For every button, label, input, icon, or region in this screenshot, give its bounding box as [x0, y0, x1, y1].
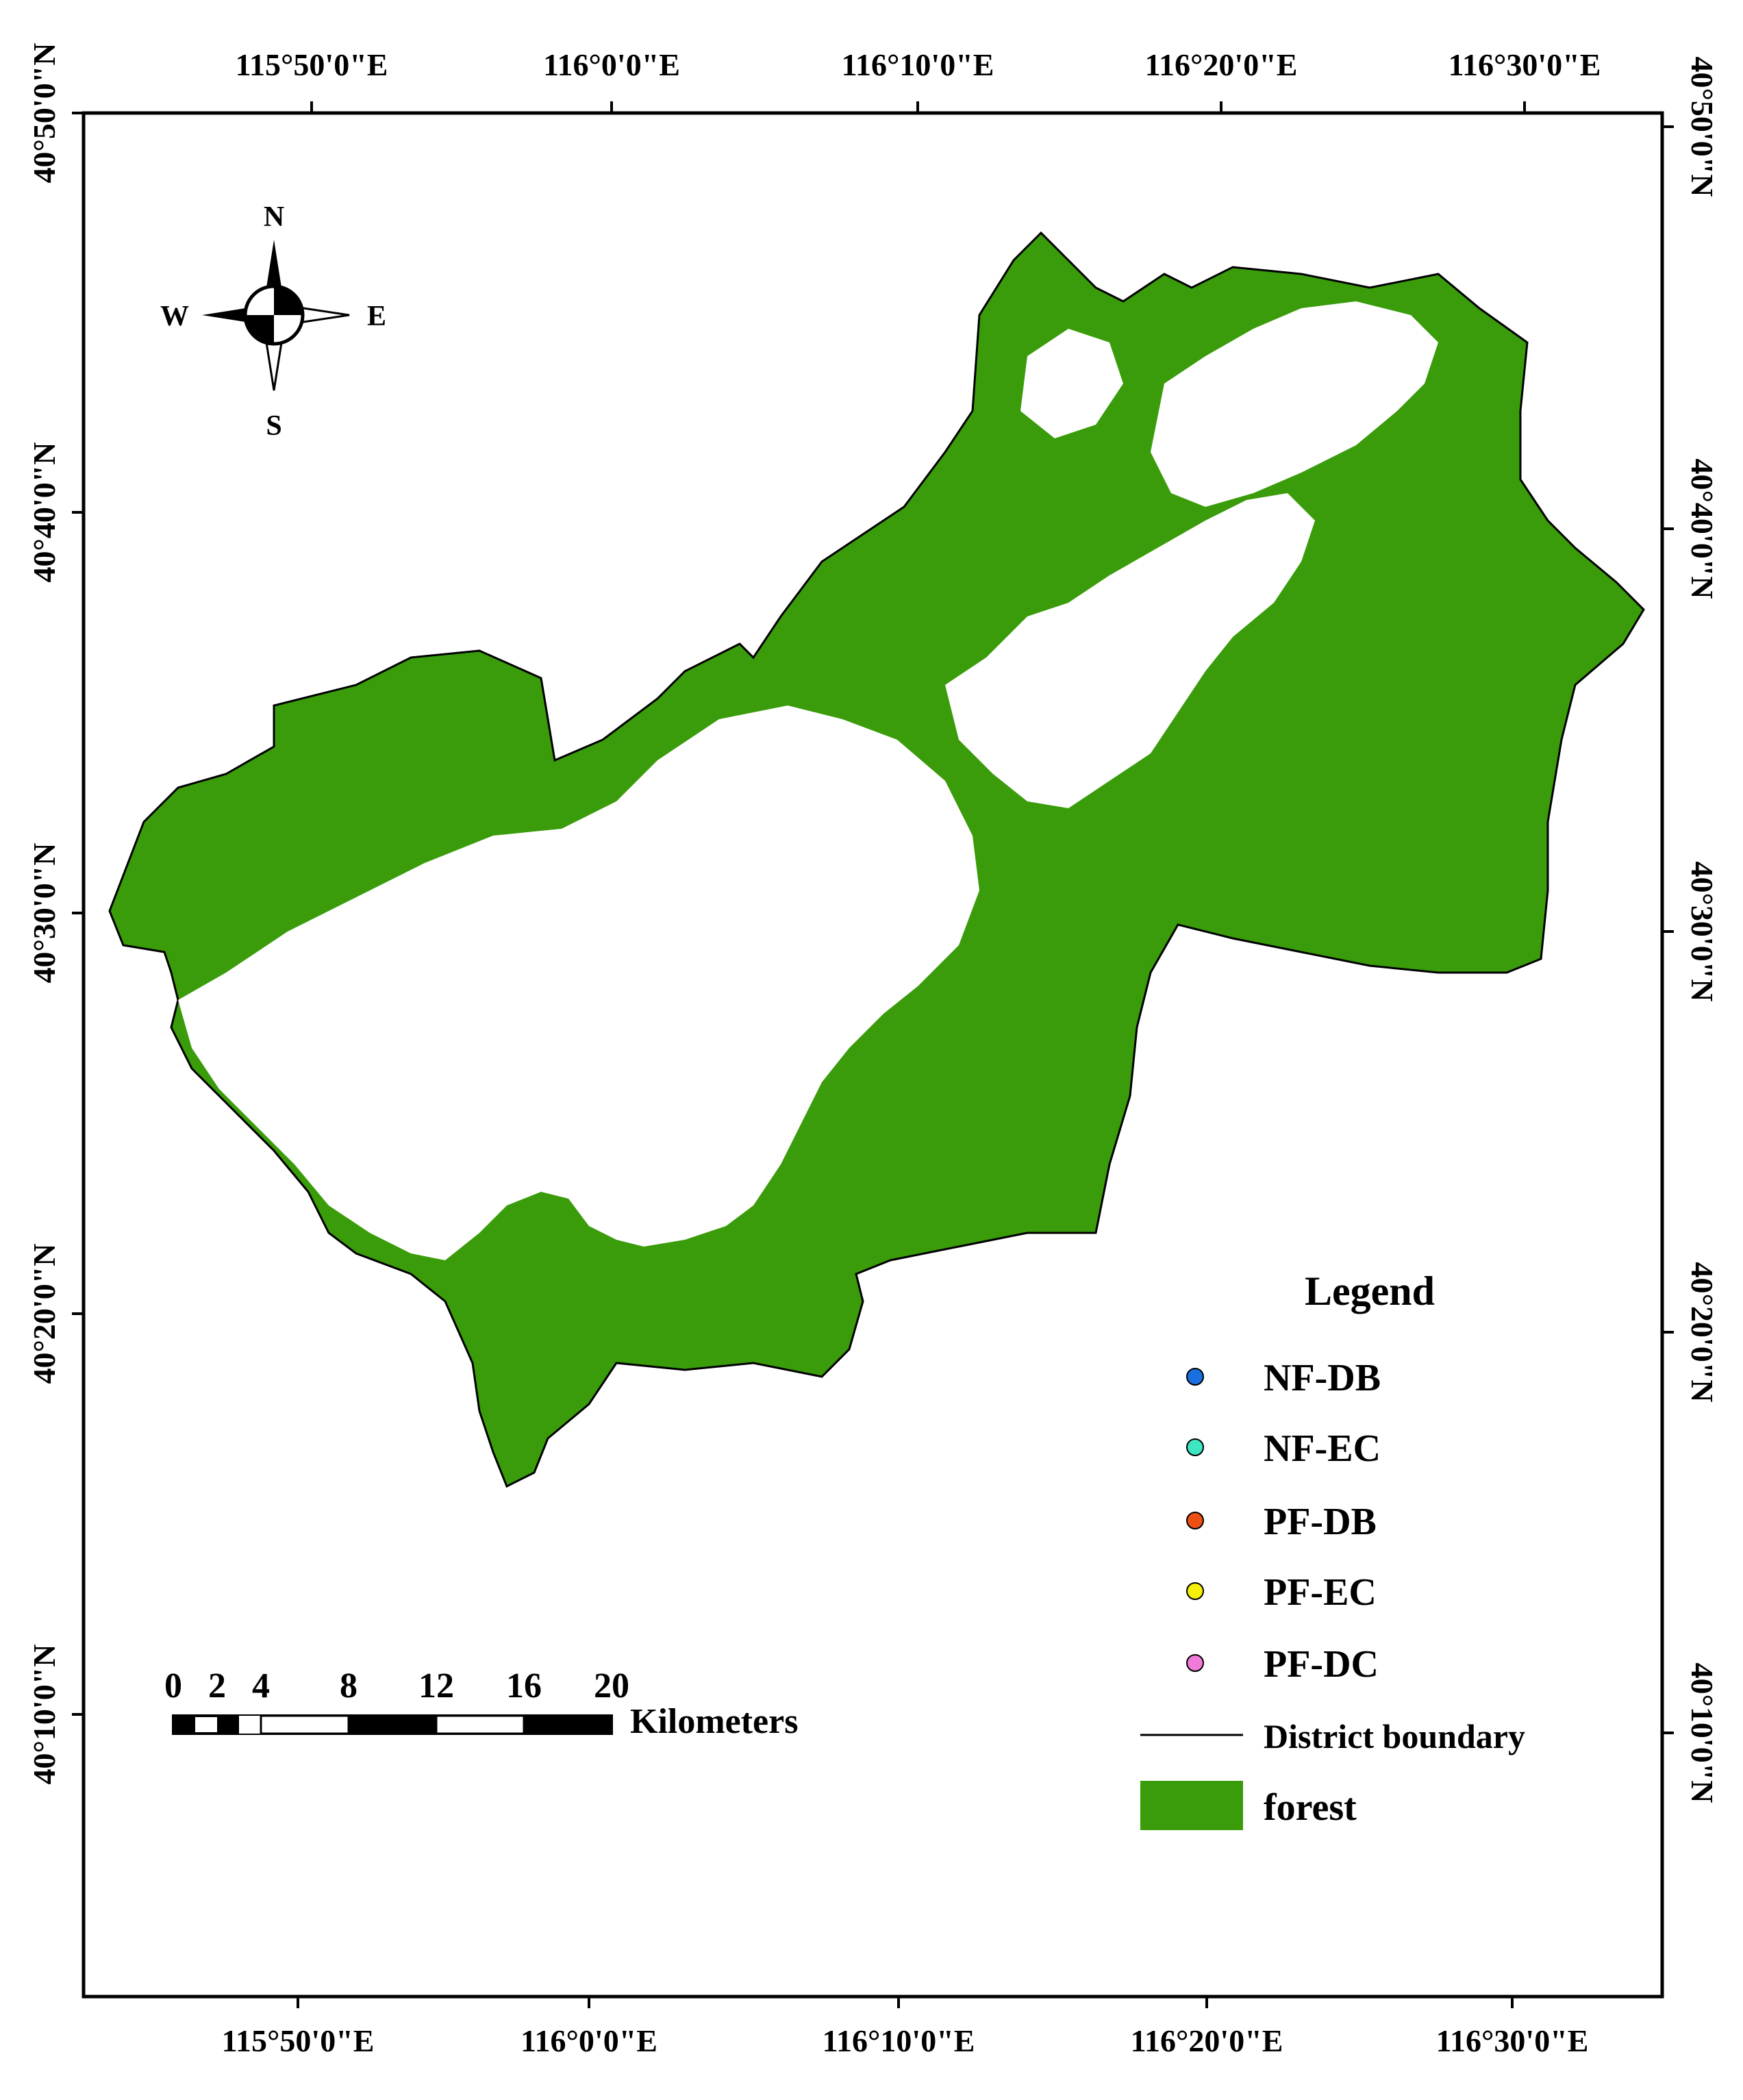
legend-swatch-pf-dc	[1186, 1654, 1204, 1672]
compass-south-label: S	[266, 410, 281, 442]
right-lat-tick-label: 40°50'0"N	[1685, 57, 1720, 197]
legend-label-pf-dc: PF-DC	[1264, 1643, 1379, 1686]
scale-label: 0	[164, 1666, 182, 1705]
right-lat-tick-label: 40°40'0"N	[1685, 459, 1720, 599]
compass-rose: N S E W	[160, 201, 386, 442]
legend-label-nf-db: NF-DB	[1264, 1357, 1381, 1399]
top-lon-tick-label: 116°10'0"E	[842, 47, 994, 82]
left-lat-tick-label: 40°40'0"N	[27, 442, 62, 583]
right-lat-tick-label: 40°30'0"N	[1685, 862, 1720, 1002]
legend-label-forest: forest	[1264, 1786, 1357, 1829]
left-latitude-axis: 40°50'0"N 40°40'0"N 40°30'0"N 40°20'0"N …	[27, 43, 84, 1785]
legend-label-pf-db: PF-DB	[1264, 1501, 1377, 1543]
left-lat-tick-label: 40°10'0"N	[27, 1645, 62, 1785]
legend-label-nf-ec: NF-EC	[1264, 1427, 1381, 1470]
legend: Legend NF-DB NF-EC PF-DB PF-EC PF-DC Dis…	[1140, 1268, 1525, 1830]
right-latitude-axis: 40°50'0"N 40°40'0"N 40°30'0"N 40°20'0"N …	[1662, 57, 1720, 1803]
compass-east-label: E	[367, 301, 386, 332]
compass-west-label: W	[160, 301, 189, 332]
scale-label: 4	[252, 1666, 270, 1705]
top-lon-tick-label: 116°30'0"E	[1449, 47, 1601, 82]
scale-unit-label: Kilometers	[630, 1702, 798, 1741]
scale-label: 2	[208, 1666, 226, 1705]
bottom-longitude-axis: 115°50'0"E 116°0'0"E 116°10'0"E 116°20'0…	[222, 1997, 1589, 2058]
legend-swatch-pf-ec	[1186, 1582, 1204, 1600]
scale-label: 12	[418, 1666, 454, 1705]
legend-swatch-nf-db	[1186, 1368, 1204, 1386]
top-lon-tick-label: 115°50'0"E	[236, 47, 388, 82]
left-lat-tick-label: 40°20'0"N	[27, 1244, 62, 1384]
bottom-lon-tick-label: 116°20'0"E	[1131, 2023, 1283, 2058]
right-lat-tick-label: 40°20'0"N	[1685, 1262, 1720, 1403]
left-lat-tick-label: 40°30'0"N	[27, 843, 62, 984]
left-lat-tick-label: 40°50'0"N	[27, 43, 62, 184]
top-lon-tick-label: 116°0'0"E	[543, 47, 680, 82]
right-lat-tick-label: 40°10'0"N	[1685, 1663, 1720, 1803]
scale-label: 20	[594, 1666, 629, 1705]
legend-swatch-pf-db	[1186, 1512, 1204, 1529]
legend-label-district-boundary: District boundary	[1264, 1717, 1525, 1755]
legend-title: Legend	[1305, 1268, 1435, 1314]
top-longitude-axis: 115°50'0"E 116°0'0"E 116°10'0"E 116°20'0…	[236, 47, 1601, 113]
map-frame	[81, 111, 1664, 1999]
compass-north-label: N	[264, 201, 284, 233]
legend-swatch-nf-ec	[1186, 1438, 1204, 1456]
top-lon-tick-label: 116°20'0"E	[1145, 47, 1298, 82]
scale-bar: 0 2 4 8 12 16 20 Kilometers	[164, 1666, 798, 1741]
scale-label: 8	[340, 1666, 358, 1705]
bottom-lon-tick-label: 116°10'0"E	[823, 2023, 975, 2058]
bottom-lon-tick-label: 116°30'0"E	[1436, 2023, 1589, 2058]
bottom-lon-tick-label: 115°50'0"E	[222, 2023, 375, 2058]
bottom-lon-tick-label: 116°0'0"E	[521, 2023, 657, 2058]
scale-label: 16	[506, 1666, 542, 1705]
legend-swatch-forest	[1140, 1781, 1243, 1830]
non-forest-areas	[178, 301, 1438, 1260]
legend-label-pf-ec: PF-EC	[1264, 1571, 1377, 1614]
